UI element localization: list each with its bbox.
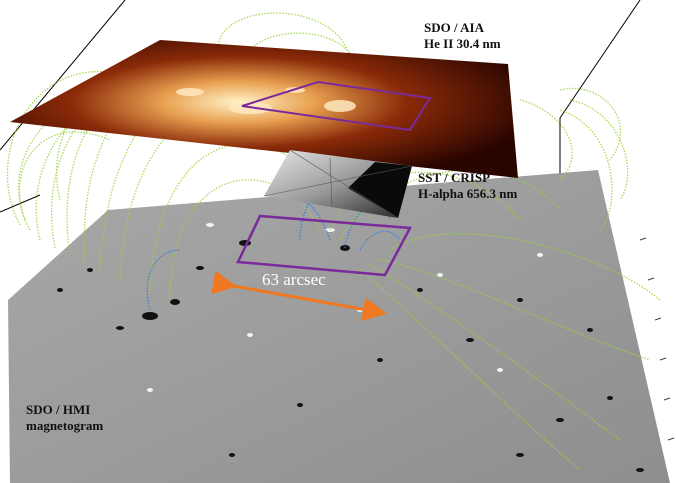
aia-fov-box — [241, 80, 432, 132]
sst-label-line1: SST / CRISP — [418, 170, 491, 185]
sst-crisp-patch — [263, 149, 413, 219]
aia-label-line2: He II 30.4 nm — [424, 36, 501, 51]
plane-tick-marks — [639, 237, 675, 441]
sst-label-line2: H-alpha 656.3 nm — [418, 186, 518, 201]
sst-label: SST / CRISP H-alpha 656.3 nm — [418, 170, 517, 202]
aia-he-ii-plane — [10, 40, 518, 178]
hmi-label-line2: magnetogram — [26, 418, 104, 433]
magnetogram-spots — [57, 240, 644, 472]
scale-label: 63 arcsec — [262, 270, 326, 289]
hmi-magnetogram-plane — [8, 170, 675, 483]
aia-label: SDO / AIA He II 30.4 nm — [424, 20, 501, 52]
hmi-label: SDO / HMI magnetogram — [26, 402, 103, 434]
hmi-label-line1: SDO / HMI — [26, 402, 91, 417]
aia-label-line1: SDO / AIA — [424, 20, 484, 35]
scale-arrow — [211, 270, 387, 322]
